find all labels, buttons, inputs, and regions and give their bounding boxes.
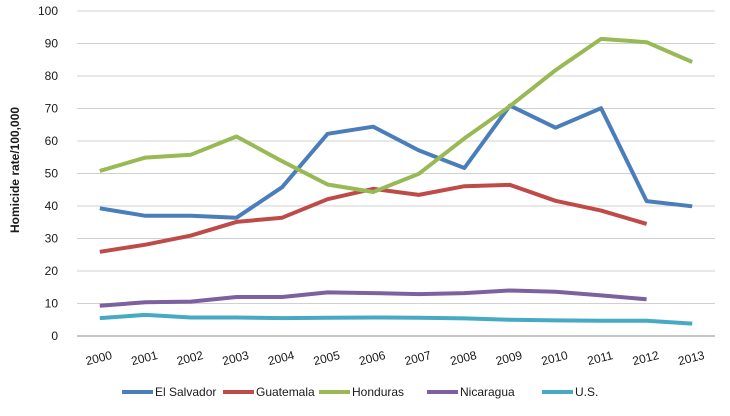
x-tick-label: 2002 <box>175 348 205 368</box>
y-axis-tick-labels: 0 10 20 30 40 50 60 70 80 90 100 <box>38 4 58 343</box>
y-tick-label: 100 <box>38 4 58 18</box>
legend-label: U.S. <box>575 385 598 399</box>
y-tick-label: 90 <box>45 37 59 51</box>
y-tick-label: 20 <box>45 264 59 278</box>
y-tick-label: 80 <box>45 69 59 83</box>
series-line-guatemala <box>99 182 648 254</box>
x-axis-tick-labels: 2000 2001 2002 2003 2004 2005 2006 2007 2008 2009… <box>84 348 706 368</box>
series-line-nicaragua <box>99 288 647 308</box>
x-tick-label: 2000 <box>84 348 114 368</box>
x-tick-label: 2012 <box>631 348 661 368</box>
legend-label: Nicaragua <box>460 385 515 399</box>
x-tick-label: 2007 <box>403 348 433 368</box>
y-tick-label: 30 <box>45 232 59 246</box>
x-tick-label: 2009 <box>494 348 524 368</box>
legend-item: El Salvador <box>122 385 216 399</box>
series-line-u-s <box>99 312 693 326</box>
y-axis-label: Homicide rate/100,000 <box>8 107 22 233</box>
y-tick-label: 10 <box>45 297 59 311</box>
x-tick-label: 2004 <box>266 348 296 368</box>
y-tick-label: 0 <box>51 329 58 343</box>
x-tick-label: 2011 <box>586 348 615 368</box>
x-tick-label: 2006 <box>358 348 388 368</box>
legend-item: Guatemala <box>223 385 315 399</box>
legend-label: El Salvador <box>155 385 216 399</box>
legend: El Salvador Guatemala Honduras Nicaragua U.S… <box>122 385 598 399</box>
legend-item: U.S. <box>542 385 598 399</box>
legend-item: Honduras <box>319 385 404 399</box>
legend-item: Nicaragua <box>427 385 515 399</box>
y-tick-label: 60 <box>45 134 59 148</box>
y-tick-label: 70 <box>45 102 59 116</box>
series-line-el-salvador <box>99 103 693 220</box>
legend-label: Honduras <box>352 385 404 399</box>
series-line-honduras <box>99 36 693 194</box>
x-tick-label: 2003 <box>221 348 251 368</box>
y-tick-label: 50 <box>45 167 59 181</box>
series-lines <box>99 36 693 326</box>
x-tick-label: 2008 <box>449 348 479 368</box>
x-tick-label: 2013 <box>677 348 707 368</box>
legend-label: Guatemala <box>256 385 315 399</box>
x-tick-label: 2010 <box>540 348 570 368</box>
x-tick-label: 2005 <box>312 348 342 368</box>
gridlines <box>77 10 715 337</box>
x-tick-label: 2001 <box>130 348 160 368</box>
y-tick-label: 40 <box>45 199 59 213</box>
